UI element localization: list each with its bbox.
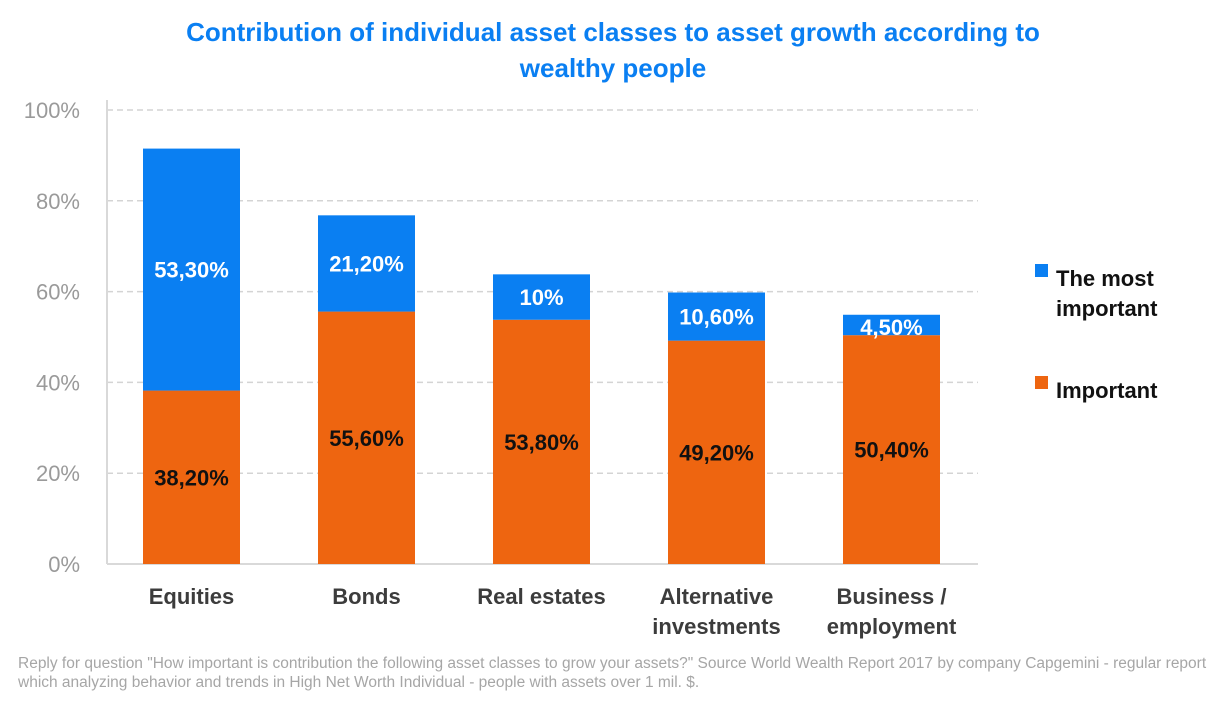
bar-important <box>318 311 415 564</box>
legend-label: The most <box>1056 266 1154 291</box>
data-label: 53,80% <box>504 430 579 455</box>
y-tick-label: 80% <box>36 189 80 214</box>
bar-most-important <box>318 215 415 312</box>
x-tick-label: Business / <box>836 584 946 609</box>
data-label: 10% <box>519 285 563 310</box>
y-tick-label: 60% <box>36 280 80 305</box>
bar-important <box>493 319 590 564</box>
data-label: 4,50% <box>860 315 922 340</box>
y-tick-label: 100% <box>24 98 80 123</box>
y-tick-label: 40% <box>36 370 80 395</box>
data-label: 49,20% <box>679 440 754 465</box>
x-tick-label: employment <box>827 614 957 639</box>
legend-label: Important <box>1056 378 1158 403</box>
bar-important <box>143 390 240 564</box>
chart-title-line: Contribution of individual asset classes… <box>186 17 1040 47</box>
data-label: 55,60% <box>329 426 404 451</box>
data-label: 53,30% <box>154 258 229 283</box>
bar-most-important <box>493 274 590 320</box>
data-label: 50,40% <box>854 438 929 463</box>
y-tick-label: 20% <box>36 461 80 486</box>
footnote: Reply for question "How important is con… <box>18 655 1207 691</box>
x-tick-label: investments <box>652 614 780 639</box>
data-label: 21,20% <box>329 251 404 276</box>
bar-most-important <box>143 148 240 391</box>
bar-important <box>668 340 765 564</box>
legend-swatch <box>1035 264 1048 277</box>
data-label: 10,60% <box>679 305 754 330</box>
x-tick-label: Alternative <box>660 584 774 609</box>
bar-important <box>843 335 940 564</box>
bar-most-important <box>843 314 940 336</box>
x-tick-label: Bonds <box>332 584 400 609</box>
legend-label: important <box>1056 296 1158 321</box>
bar-most-important <box>668 292 765 341</box>
legend-swatch <box>1035 376 1048 389</box>
data-label: 38,20% <box>154 465 229 490</box>
x-tick-label: Equities <box>149 584 235 609</box>
x-tick-label: Real estates <box>477 584 605 609</box>
y-tick-label: 0% <box>48 552 80 577</box>
chart-title-line: wealthy people <box>519 53 706 83</box>
